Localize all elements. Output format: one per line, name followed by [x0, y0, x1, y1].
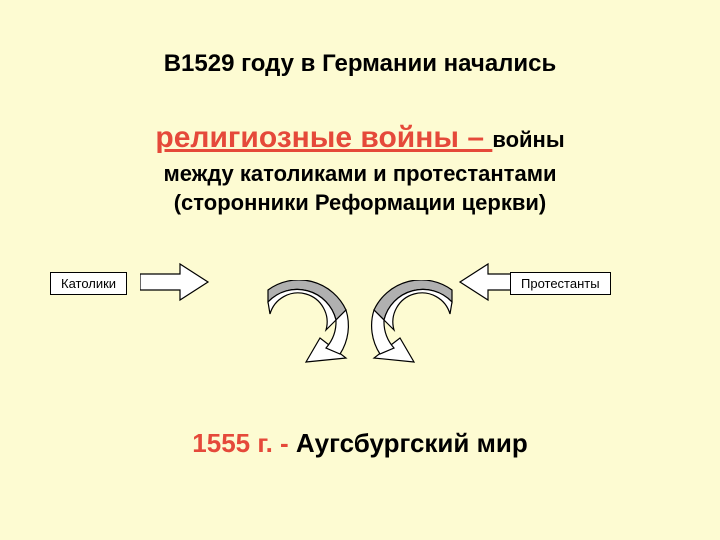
- headline-line2: между католиками и протестантами: [164, 161, 557, 186]
- result-line: 1555 г. - Аугсбургский мир: [0, 428, 720, 459]
- label-protestants: Протестанты: [510, 272, 611, 295]
- headline-block: религиозные войны – войны между католика…: [60, 118, 660, 218]
- intro-text: В1529 году в Германии начались: [0, 50, 720, 78]
- result-text: Аугсбургский мир: [296, 428, 528, 458]
- headline-rest1: войны: [492, 127, 564, 152]
- headline-line3: (сторонники Реформации церкви): [174, 190, 547, 215]
- arrow-right-icon: [140, 262, 210, 302]
- label-catholics: Католики: [50, 272, 127, 295]
- conflict-curved-arrows-icon: [248, 280, 472, 400]
- result-year: 1555 г. -: [192, 428, 296, 458]
- headline-keyword: религиозные войны –: [155, 121, 492, 154]
- slide: В1529 году в Германии начались религиозн…: [0, 0, 720, 540]
